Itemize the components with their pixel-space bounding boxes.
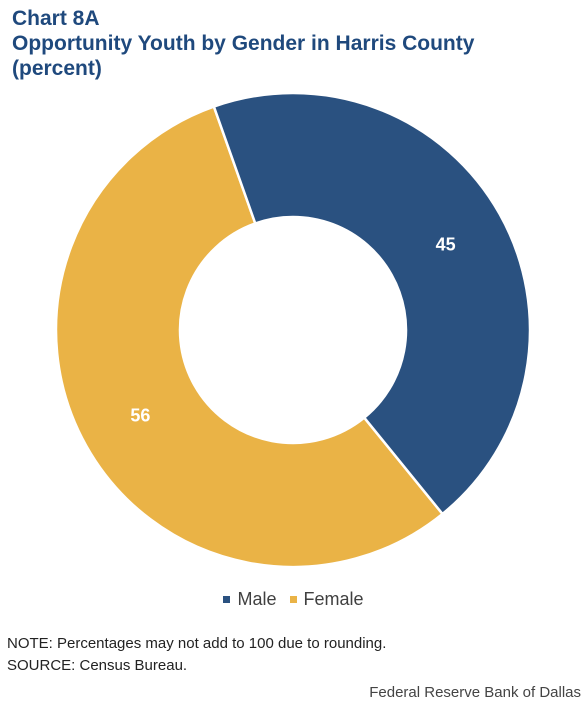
slice-female xyxy=(54,104,445,569)
data-label-female: 56 xyxy=(130,406,150,426)
chart-legend: Male Female xyxy=(0,587,587,610)
source-text: SOURCE: Census Bureau. xyxy=(7,657,188,674)
legend-item-male: Male xyxy=(223,589,276,610)
chart-title: Opportunity Youth by Gender in Harris Co… xyxy=(12,32,475,55)
note-text: NOTE: Percentages may not add to 100 due… xyxy=(7,635,387,652)
donut-slices xyxy=(54,91,532,569)
chart-notes: NOTE: Percentages may not add to 100 due… xyxy=(7,633,386,677)
legend-swatch-female xyxy=(289,596,297,603)
chart-number: Chart 8A xyxy=(12,7,100,30)
chart-unit: (percent) xyxy=(12,57,102,80)
legend-swatch-male xyxy=(223,596,231,603)
legend-item-female: Female xyxy=(289,589,364,610)
data-label-male: 45 xyxy=(436,234,456,254)
credit-text: Federal Reserve Bank of Dallas xyxy=(369,684,581,701)
legend-label-female: Female xyxy=(303,589,364,609)
legend-label-male: Male xyxy=(237,589,277,609)
chart-title-block: Chart 8A Opportunity Youth by Gender in … xyxy=(12,6,474,81)
donut-chart: 45 56 xyxy=(54,91,532,569)
slice-male xyxy=(212,91,532,516)
donut-data-labels: 45 56 xyxy=(130,234,455,425)
